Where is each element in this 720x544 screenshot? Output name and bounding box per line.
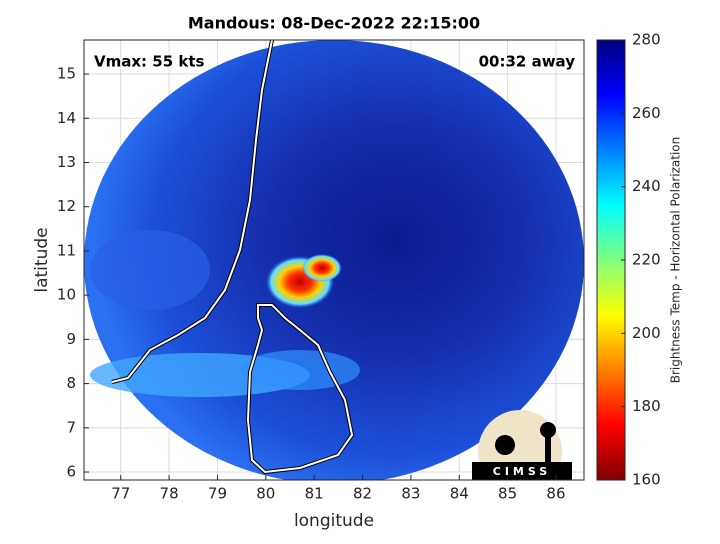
y-tick-label: 14 [57, 109, 76, 127]
chart-title: Mandous: 08-Dec-2022 22:15:00 [188, 14, 480, 33]
colorbar-tick-label: 160 [632, 471, 661, 489]
x-tick-label: 83 [401, 485, 420, 503]
x-axis-label: longitude [294, 511, 374, 531]
satellite-image: CIMSS [84, 40, 584, 480]
y-tick-label: 15 [57, 65, 76, 83]
x-tick-label: 82 [353, 485, 372, 503]
annotation: 00:32 away [479, 53, 576, 71]
y-tick-label: 10 [57, 286, 76, 304]
annotation: Vmax: 55 kts [94, 53, 204, 71]
logo-text: CIMSS [493, 465, 551, 478]
y-tick-label: 11 [57, 241, 76, 259]
coastline [111, 40, 354, 474]
colorbar-tick-label: 280 [632, 31, 661, 49]
x-tick-label: 86 [546, 485, 565, 503]
band [240, 350, 360, 390]
x-tick-label: 79 [208, 485, 227, 503]
colorbar-label: Brightness Temp - Horizontal Polarizatio… [669, 137, 683, 384]
y-tick-label: 6 [66, 463, 76, 481]
colorbar-tick-label: 260 [632, 104, 661, 122]
x-tick-label: 81 [305, 485, 324, 503]
x-tick-label: 84 [450, 485, 469, 503]
convection [302, 254, 342, 282]
y-tick-label: 13 [57, 153, 76, 171]
colorbar [596, 39, 626, 481]
colorbar-tick-label: 220 [632, 251, 661, 269]
x-tick-label: 80 [256, 485, 275, 503]
x-tick-label: 85 [498, 485, 517, 503]
colorbar-tick-label: 200 [632, 324, 661, 342]
colorbar-tick-label: 240 [632, 177, 661, 195]
cimss-logo: CIMSS [472, 410, 572, 480]
x-tick-label: 78 [160, 485, 179, 503]
band [90, 230, 210, 310]
plot-frame [83, 39, 585, 481]
colorbar-tick-label: 180 [632, 397, 661, 415]
y-tick-label: 7 [66, 418, 76, 436]
x-tick-label: 77 [111, 485, 130, 503]
y-tick-label: 8 [66, 374, 76, 392]
y-tick-label: 12 [57, 197, 76, 215]
y-axis-label: latitude [32, 227, 52, 292]
y-tick-label: 9 [66, 330, 76, 348]
